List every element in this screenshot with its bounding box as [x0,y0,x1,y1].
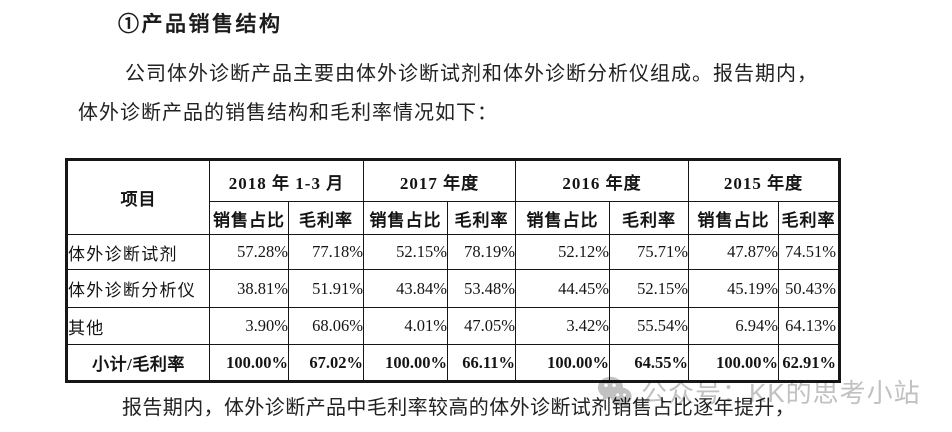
cell-value: 47.87% [688,234,780,270]
cell-value: 64.13% [778,307,841,345]
col-header-item: 项目 [66,159,210,235]
cell-value: 3.90% [209,307,289,345]
subheader-gross-margin: 毛利率 [609,201,690,235]
table-row-other: 其他 3.90% 68.06% 4.01% 47.05% 3.42% 55.54… [66,307,841,345]
cell-value: 100.00% [688,344,780,382]
paragraph-line-3: 报告期内，体外诊断产品中毛利率较高的体外诊断试剂销售占比逐年提升， [122,397,796,419]
cell-value: 3.42% [515,307,611,345]
header-row-subcolumns: 销售占比 毛利率 销售占比 毛利率 销售占比 毛利率 销售占比 毛利率 [67,201,841,235]
col-header-2017: 2017 年度 [363,159,517,202]
subheader-gross-margin: 毛利率 [778,201,841,235]
cell-value: 66.11% [447,344,517,382]
cell-value: 44.45% [515,269,611,308]
cell-value: 62.91% [778,344,841,382]
paragraph-line-1: 公司体外诊断产品主要由体外诊断试剂和体外诊断分析仪组成。报告期内， [125,63,818,85]
sales-structure-table: 项目 2018 年 1-3 月 2017 年度 2016 年度 2015 年度 … [65,158,842,383]
cell-value: 4.01% [363,307,449,345]
subheader-gross-margin: 毛利率 [447,201,517,235]
cell-value: 64.55% [609,344,690,382]
cell-value: 55.54% [609,307,690,345]
row-label: 体外诊断分析仪 [66,269,210,308]
cell-value: 51.91% [287,269,365,308]
row-label: 体外诊断试剂 [66,234,210,270]
cell-value: 68.06% [287,307,365,345]
subheader-sales-share: 销售占比 [688,201,780,235]
cell-value: 43.84% [363,269,449,308]
cell-value: 100.00% [515,344,611,382]
table-row-analyzers: 体外诊断分析仪 38.81% 51.91% 43.84% 53.48% 44.4… [66,269,841,308]
subheader-sales-share: 销售占比 [209,201,289,235]
cell-value: 67.02% [287,344,365,382]
table-row-reagents: 体外诊断试剂 57.28% 77.18% 52.15% 78.19% 52.12… [66,234,841,270]
subheader-gross-margin: 毛利率 [287,201,365,235]
table-row-subtotal: 小计/毛利率 100.00% 67.02% 100.00% 66.11% 100… [66,344,841,382]
col-header-2015: 2015 年度 [688,159,841,202]
cell-value: 53.48% [447,269,517,308]
header-row-periods: 项目 2018 年 1-3 月 2017 年度 2016 年度 2015 年度 [66,159,841,235]
cell-value: 100.00% [363,344,449,382]
subheader-sales-share: 销售占比 [363,201,449,235]
col-header-2016: 2016 年度 [515,159,690,202]
cell-value: 50.43% [778,269,841,308]
cell-value: 47.05% [447,307,517,345]
cell-value: 52.15% [363,234,449,270]
cell-value: 57.28% [209,234,289,270]
cell-value: 75.71% [609,234,690,270]
cell-value: 77.18% [287,234,365,270]
cell-value: 6.94% [688,307,780,345]
cell-value: 52.12% [515,234,611,270]
row-label: 其他 [66,307,210,345]
cell-value: 52.15% [609,269,690,308]
cell-value: 78.19% [447,234,517,270]
col-header-2018: 2018 年 1-3 月 [208,159,365,202]
cell-value: 38.81% [209,269,289,308]
cell-value: 100.00% [209,344,289,382]
cell-value: 74.51% [778,234,841,270]
row-label: 小计/毛利率 [66,344,210,382]
section-title: ①产品销售结构 [118,12,283,36]
cell-value: 45.19% [688,269,780,308]
paragraph-line-2: 体外诊断产品的销售结构和毛利率情况如下： [78,102,498,124]
subheader-sales-share: 销售占比 [515,201,611,235]
